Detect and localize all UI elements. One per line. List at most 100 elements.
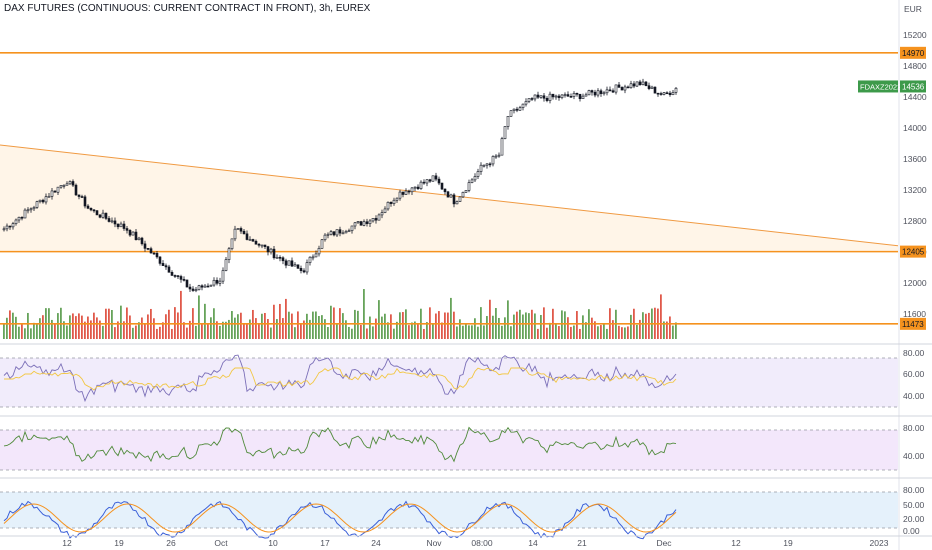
volume-bar — [30, 328, 32, 339]
candle-body — [152, 252, 156, 255]
candle-body — [308, 256, 312, 263]
rsi-line — [3, 354, 677, 403]
volume-bar — [573, 325, 575, 339]
candle-body — [221, 270, 225, 282]
candle-body — [35, 201, 39, 208]
price-tick: 14400 — [903, 92, 927, 102]
volume-bar — [477, 326, 479, 339]
volume-bar — [291, 313, 293, 339]
candle-body — [542, 95, 546, 99]
candle-body — [236, 228, 240, 230]
candle-body — [509, 110, 513, 117]
candle-body — [239, 228, 243, 232]
volume-bar — [78, 313, 80, 339]
osc2-pane-tick: 40.00 — [903, 451, 925, 461]
candle-body — [200, 285, 204, 288]
candle-body — [293, 264, 297, 267]
candle-body — [674, 87, 678, 93]
volume-bar — [288, 311, 290, 339]
volume-bar — [15, 316, 17, 339]
volume-bar — [408, 325, 410, 339]
volume-bar — [249, 319, 251, 339]
volume-bar — [483, 325, 485, 339]
price-tick: 15200 — [903, 30, 927, 40]
candle-body — [125, 228, 129, 231]
volume-bar — [240, 312, 242, 339]
volume-bar — [621, 327, 623, 339]
osc2-pane-band — [0, 430, 898, 470]
candle-body — [377, 214, 381, 221]
candle-body — [482, 164, 486, 167]
candle-body — [497, 154, 501, 157]
time-tick: 12 — [731, 538, 741, 548]
volume-bar — [642, 312, 644, 339]
candle-body — [443, 188, 447, 193]
candle-body — [536, 94, 540, 98]
candle-body — [329, 231, 333, 235]
volume-bar — [72, 313, 74, 339]
volume-bar — [153, 318, 155, 339]
volume-bar — [183, 322, 185, 339]
candle-body — [242, 230, 246, 235]
volume-bar — [207, 323, 209, 339]
volume-bar — [525, 312, 527, 339]
candle-body — [347, 230, 351, 233]
candle-body — [38, 199, 42, 202]
candle-body — [110, 220, 114, 223]
volume-bar — [69, 315, 71, 339]
volume-bar — [504, 317, 506, 339]
candle-body — [389, 201, 393, 204]
candle-body — [611, 90, 615, 93]
volume-bar — [159, 326, 161, 339]
volume-bar — [9, 310, 11, 339]
volume-bar — [561, 310, 563, 339]
volume-bar — [342, 313, 344, 339]
candle-body — [605, 89, 609, 94]
candle-body — [143, 243, 147, 249]
volume-bar — [3, 323, 5, 339]
candle-body — [452, 194, 456, 205]
volume-bar — [411, 322, 413, 339]
volume-bar — [627, 326, 629, 339]
candle-body — [521, 103, 525, 108]
candle-body — [32, 207, 36, 210]
time-tick: 10 — [268, 538, 278, 548]
candle-body — [2, 228, 6, 231]
candle-body — [446, 191, 450, 198]
volume-bar — [378, 300, 380, 339]
candle-body — [65, 183, 69, 186]
candle-body — [26, 209, 30, 212]
volume-bar — [117, 321, 119, 339]
candle-body — [506, 116, 510, 127]
volume-bar — [618, 325, 620, 339]
volume-bar — [186, 327, 188, 339]
volume-bar — [57, 313, 59, 339]
candle-body — [170, 272, 174, 276]
volume-bar — [39, 318, 41, 339]
candle-body — [119, 223, 123, 228]
triangle-zone — [0, 145, 898, 252]
candle-body — [74, 184, 78, 196]
volume-bar — [297, 311, 299, 339]
candle-body — [374, 218, 378, 221]
volume-bar — [468, 325, 470, 339]
volume-bar — [435, 313, 437, 339]
candle-body — [566, 94, 570, 97]
rsi-ma-line — [4, 367, 677, 391]
volume-bar — [171, 328, 173, 339]
candle-body — [101, 212, 105, 218]
candle-body — [662, 92, 666, 95]
candle-body — [647, 85, 651, 89]
volume-bar — [438, 311, 440, 339]
volume-bar — [396, 321, 398, 339]
candle-body — [407, 190, 411, 193]
volume-bar — [321, 315, 323, 339]
candle-body — [467, 182, 471, 191]
volume-bar — [369, 316, 371, 339]
rsi-pane-tick: 60.00 — [903, 369, 925, 379]
volume-bar — [603, 323, 605, 339]
candle-body — [368, 220, 372, 224]
candle-body — [140, 237, 144, 245]
candle-body — [578, 93, 582, 100]
